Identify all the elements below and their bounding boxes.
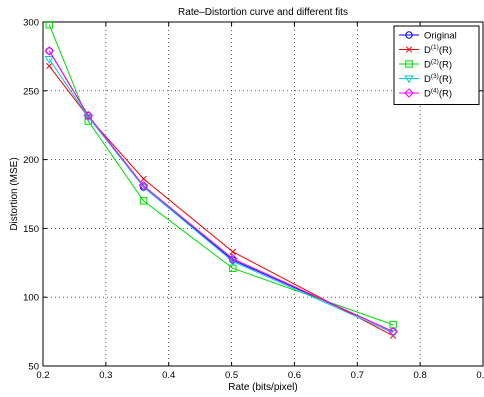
x-tick-label: 0.7	[351, 370, 364, 381]
series-line	[48, 58, 394, 334]
data-point	[83, 110, 93, 121]
y-tick-label: 300	[23, 18, 39, 29]
legend-marker	[405, 31, 413, 39]
data-point	[388, 326, 398, 337]
axis-ticks: 0.2 0.3 0.4 0.5 0.6 0.7 0.8 0.9 50 100 150 200 250 30…	[23, 18, 484, 382]
y-tick-label: 200	[23, 155, 39, 166]
x-tick-label: 0.5	[225, 370, 238, 381]
legend-label: D(4)(R)	[424, 88, 452, 100]
data-point	[228, 253, 238, 264]
series-layer	[44, 21, 398, 339]
series-line	[48, 65, 394, 337]
legend-item: D(2)(R)	[399, 59, 452, 71]
x-axis-title: Rate (bits/pixel)	[228, 382, 297, 393]
legend-item: D(4)(R)	[399, 88, 452, 100]
data-point	[45, 47, 53, 55]
data-point	[229, 248, 236, 255]
series-5	[44, 46, 398, 337]
data-point	[138, 181, 149, 191]
grid-lines	[43, 22, 483, 366]
y-tick-label: 250	[23, 86, 39, 97]
series-line	[48, 50, 394, 333]
y-tick-label: 100	[23, 293, 39, 304]
legend-label: Original	[424, 31, 457, 42]
x-tick-label: 0.3	[99, 370, 112, 381]
x-tick-label: 0.4	[162, 370, 175, 381]
data-point	[45, 21, 53, 29]
data-point	[139, 197, 148, 205]
series-4	[44, 56, 398, 338]
y-axis-title: Distortion (MSE)	[9, 157, 20, 230]
chart-title: Rate–Distortion curve and different fits	[178, 7, 348, 18]
legend-label: D(3)(R)	[424, 73, 452, 85]
series-line	[48, 50, 394, 333]
x-tick-label: 0.2	[36, 370, 49, 381]
x-tick-label: 0.6	[288, 370, 301, 381]
legend-item: D(3)(R)	[399, 73, 452, 85]
series-3	[45, 21, 397, 329]
legend-marker	[404, 88, 414, 98]
legend-marker	[405, 46, 413, 53]
y-tick-label: 150	[23, 224, 39, 235]
legend-box	[393, 25, 480, 105]
legend: Original D(1)(R) D(2)(R) D(3)(R) D(4)(R)	[393, 25, 480, 105]
data-point	[44, 56, 54, 64]
legend-marker	[405, 60, 413, 68]
legend-label: D(1)(R)	[424, 44, 452, 56]
plot-area-frame	[42, 21, 484, 367]
legend-item: D(1)(R)	[399, 44, 452, 56]
x-tick-label: 0.8	[414, 370, 427, 381]
legend-label: D(2)(R)	[424, 59, 452, 71]
data-point	[140, 175, 147, 183]
data-point	[46, 62, 53, 70]
series-line	[48, 24, 394, 326]
y-tick-label: 50	[28, 362, 39, 373]
legend-marker	[404, 75, 414, 84]
data-point	[44, 46, 54, 56]
legend-item: Original	[399, 31, 457, 42]
x-tick-label: 0.9	[476, 370, 484, 381]
